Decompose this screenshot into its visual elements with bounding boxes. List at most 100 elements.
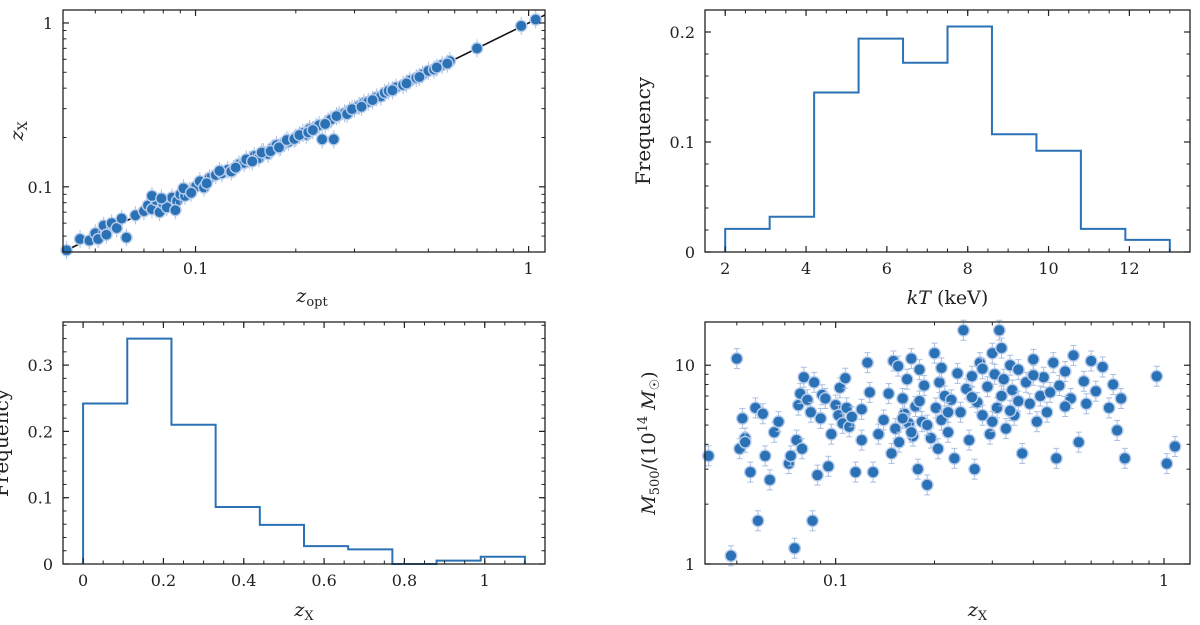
- data-point: [983, 427, 997, 441]
- data-point: [1046, 356, 1060, 370]
- 2-xtick-label: 0.2: [151, 571, 176, 590]
- data-point: [730, 352, 744, 366]
- 1-xtick-label: 6: [882, 259, 892, 278]
- data-point: [928, 346, 942, 360]
- y-axis-label: zX: [6, 121, 31, 142]
- data-point: [934, 361, 948, 375]
- 0-ytick-label: 1: [43, 14, 53, 33]
- data-point: [947, 451, 961, 465]
- data-point: [440, 57, 454, 70]
- data-point: [1114, 392, 1128, 406]
- data-point: [900, 372, 914, 386]
- histogram-bin: [348, 549, 392, 564]
- data-point: [995, 341, 1009, 355]
- 2-ytick-label: 0: [43, 555, 53, 574]
- 1-ytick-label: 0.2: [670, 23, 695, 42]
- data-point: [896, 392, 910, 406]
- data-point: [795, 442, 809, 456]
- data-point: [155, 192, 168, 205]
- data-point: [1077, 374, 1091, 388]
- data-point: [965, 369, 979, 383]
- data-point: [855, 402, 869, 416]
- data-point: [800, 393, 814, 407]
- panel-mass-vs-z: 0.1 1 1 10 zX M500/(1014 M☉): [636, 319, 1191, 624]
- 1-xtick-label: 2: [720, 259, 730, 278]
- data-point: [1026, 352, 1040, 366]
- data-point: [807, 375, 821, 389]
- data-point: [724, 549, 738, 563]
- data-point: [1058, 399, 1072, 413]
- data-point: [941, 405, 955, 419]
- histogram-outline: [82, 337, 526, 565]
- data-point: [788, 541, 802, 555]
- data-point: [1052, 379, 1066, 393]
- data-point: [115, 212, 128, 225]
- data-point: [763, 473, 777, 487]
- histogram-bin: [1125, 240, 1169, 252]
- y-axis-label: Frequency: [631, 76, 655, 185]
- data-point: [920, 418, 934, 432]
- data-point: [1040, 405, 1054, 419]
- data-point: [821, 459, 835, 473]
- data-point: [997, 372, 1011, 386]
- histogram-bin: [1036, 151, 1080, 252]
- data-point: [514, 19, 528, 33]
- 2-ytick-label: 0.3: [28, 356, 53, 375]
- histogram-bin: [903, 63, 947, 252]
- y-axis-label: Frequency: [0, 388, 13, 497]
- data-point: [892, 435, 906, 449]
- data-point: [386, 84, 399, 97]
- data-point: [529, 13, 542, 26]
- data-point: [845, 410, 859, 424]
- 0-xtick-label: 0.1: [183, 259, 208, 278]
- data-point: [1005, 383, 1019, 397]
- data-point: [327, 132, 341, 146]
- panel-z-comparison: 0.1 1 0.1 1 zopt zX: [6, 9, 546, 310]
- histogram-bin: [304, 546, 348, 564]
- histogram-outline: [724, 25, 1171, 252]
- histogram-bin: [814, 93, 858, 253]
- x-axis-label: kT (keV): [907, 287, 989, 309]
- data-point: [863, 385, 877, 399]
- data-point: [1106, 377, 1120, 391]
- data-point: [814, 411, 828, 425]
- data-point: [849, 465, 863, 479]
- data-point: [968, 462, 982, 476]
- histogram-bin: [216, 507, 260, 564]
- data-point: [272, 141, 286, 154]
- y-axis-label: M500/(1014 M☉): [636, 371, 663, 515]
- 1-ytick-label: 0: [685, 243, 695, 262]
- 2-xtick-label: 0.4: [231, 571, 256, 590]
- data-point: [330, 109, 343, 123]
- data-point: [871, 427, 885, 441]
- data-point: [818, 392, 832, 406]
- 1-xtick-label: 4: [801, 259, 811, 278]
- 3-xtick-label: 1: [1159, 571, 1169, 590]
- data-point: [904, 352, 918, 366]
- data-point: [912, 394, 926, 408]
- histogram-bin: [260, 525, 304, 564]
- data-point: [1058, 364, 1072, 378]
- x-axis-label: zopt: [295, 285, 328, 310]
- data-point: [355, 100, 368, 114]
- histogram-bin: [481, 557, 525, 564]
- data-point: [975, 362, 989, 376]
- histogram-bin: [948, 27, 992, 253]
- data-point: [1011, 363, 1025, 377]
- 3-ytick-label: 1: [685, 555, 695, 574]
- 0-ytick-label: 0.1: [28, 178, 53, 197]
- data-point: [932, 375, 946, 389]
- data-point: [1160, 457, 1174, 471]
- data-point: [995, 389, 1009, 403]
- data-point: [920, 478, 934, 492]
- 2-xtick-label: 1: [480, 571, 490, 590]
- data-point: [975, 408, 989, 422]
- data-point: [400, 77, 413, 90]
- histogram-bin: [770, 217, 814, 252]
- data-point: [735, 411, 749, 425]
- data-point: [805, 514, 819, 528]
- data-point: [1015, 446, 1029, 460]
- data-point: [1150, 369, 1164, 383]
- data-point: [962, 433, 976, 447]
- data-point: [1030, 415, 1044, 429]
